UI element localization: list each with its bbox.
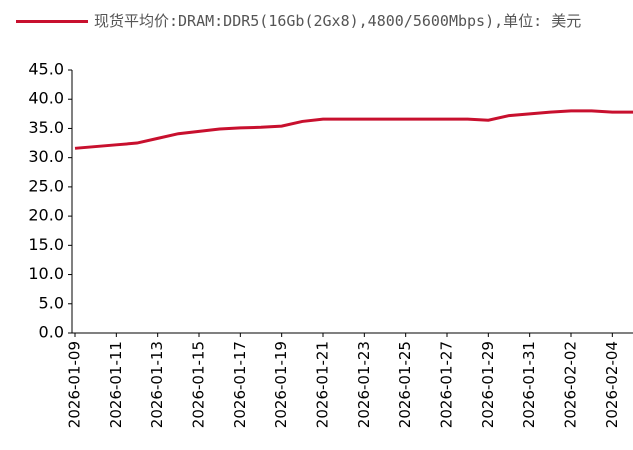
y-tick-label: 0.0 [39, 323, 64, 342]
line-series [74, 109, 633, 150]
legend: 现货平均价:DRAM:DDR5(16Gb(2Gx8),4800/5600Mbps… [16, 10, 626, 32]
y-tick-label: 25.0 [28, 176, 64, 195]
x-tick-label: 2026-01-19 [272, 341, 290, 428]
x-tick-label: 2026-02-04 [603, 341, 621, 428]
x-tick-label: 2026-02-02 [562, 341, 580, 428]
y-tick-label: 35.0 [28, 118, 64, 137]
x-tick-label: 2026-01-31 [520, 341, 538, 428]
y-tick-label: 45.0 [28, 60, 64, 79]
legend-label: 现货平均价:DRAM:DDR5(16Gb(2Gx8),4800/5600Mbps… [94, 12, 582, 30]
legend-swatch [16, 20, 88, 23]
x-tick-label: 2026-01-25 [396, 341, 414, 428]
x-tick-label: 2026-01-13 [148, 341, 166, 428]
x-tick-label: 2026-01-11 [107, 341, 125, 428]
x-tick-label: 2026-01-15 [190, 341, 208, 428]
y-tick-label: 40.0 [28, 89, 64, 108]
x-tick-label: 2026-01-17 [231, 341, 249, 428]
x-tick-label: 2026-01-09 [66, 341, 84, 428]
y-tick-label: 15.0 [28, 235, 64, 254]
x-tick-label: 2026-01-21 [314, 341, 332, 428]
x-tick-label: 2026-01-27 [438, 341, 456, 428]
y-tick-label: 30.0 [28, 147, 64, 166]
x-tick-label: 2026-01-29 [479, 341, 497, 428]
x-tick-label: 2026-01-23 [355, 341, 373, 428]
y-tick-label: 10.0 [28, 264, 64, 283]
y-tick-label: 5.0 [39, 293, 64, 312]
y-tick-label: 20.0 [28, 206, 64, 225]
